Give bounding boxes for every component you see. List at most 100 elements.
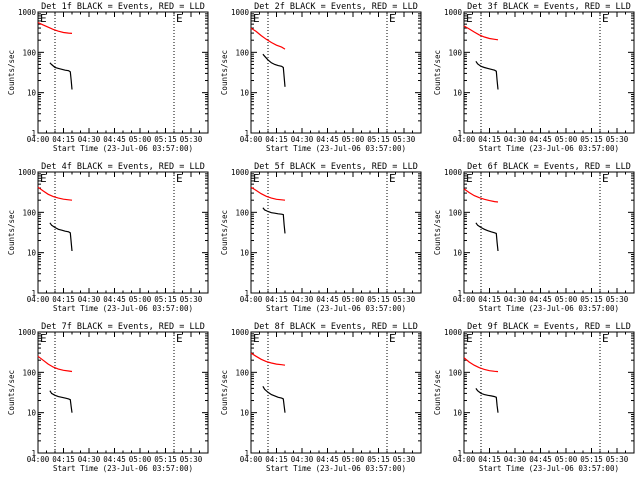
y-tick-label: 1 [31, 289, 36, 298]
x-tick-label: 05:00 [342, 295, 365, 304]
lld-rate-line [250, 27, 286, 50]
y-axis-label: Counts/sec [220, 370, 229, 415]
x-tick-label: 05:15 [154, 135, 177, 144]
detector-panel: Det 5f BLACK = Events, RED = LLD 1 10 100 10… [220, 162, 422, 313]
y-tick-label: 100 [235, 368, 249, 377]
chart-title: Det 1f BLACK = Events, RED = LLD [41, 2, 205, 12]
plot-frame [250, 171, 422, 294]
x-tick-label: 05:30 [393, 295, 416, 304]
x-tick-label: 04:00 [453, 455, 476, 464]
x-tick-label: 04:30 [78, 295, 101, 304]
event-marker-label: E [176, 172, 183, 185]
y-tick-label: 1000 [18, 168, 37, 177]
lld-rate-line [250, 186, 286, 201]
detector-panel: Det 7f BLACK = Events, RED = LLD 1 10 100 10… [7, 322, 209, 473]
y-tick-label: 1000 [18, 8, 37, 17]
chart-title: Det 2f BLACK = Events, RED = LLD [254, 2, 418, 12]
x-axis-label: Start Time (23-Jul-06 03:57:00) [266, 464, 406, 473]
x-axis-label: Start Time (23-Jul-06 03:57:00) [479, 464, 619, 473]
event-marker-label: E [389, 12, 396, 25]
lld-rate-line [463, 188, 499, 203]
x-axis-label: Start Time (23-Jul-06 03:57:00) [266, 144, 406, 153]
x-tick-label: 04:00 [27, 295, 50, 304]
x-axis-label: Start Time (23-Jul-06 03:57:00) [266, 304, 406, 313]
x-tick-label: 04:30 [291, 295, 314, 304]
detector-panel: Det 1f BLACK = Events, RED = LLD 1 10 100 10… [7, 2, 209, 153]
x-tick-label: 05:15 [367, 135, 390, 144]
x-axis-label: Start Time (23-Jul-06 03:57:00) [479, 304, 619, 313]
x-tick-label: 04:15 [52, 295, 75, 304]
lld-rate-line [463, 25, 499, 41]
y-tick-label: 1 [457, 289, 462, 298]
x-tick-label: 04:45 [103, 295, 126, 304]
x-tick-label: 05:30 [393, 135, 416, 144]
x-tick-label: 05:15 [580, 295, 603, 304]
events-rate-line [475, 222, 499, 252]
y-tick-label: 10 [27, 89, 37, 98]
chart-title: Det 7f BLACK = Events, RED = LLD [41, 322, 205, 332]
x-tick-label: 04:15 [52, 135, 75, 144]
events-rate-line [262, 386, 286, 413]
detector-panel: Det 9f BLACK = Events, RED = LLD 1 10 100 10… [433, 322, 635, 473]
x-tick-label: 04:00 [27, 135, 50, 144]
x-tick-label: 05:15 [367, 295, 390, 304]
x-axis-label: Start Time (23-Jul-06 03:57:00) [53, 144, 193, 153]
chart-title: Det 4f BLACK = Events, RED = LLD [41, 162, 205, 172]
x-axis-label: Start Time (23-Jul-06 03:57:00) [53, 464, 193, 473]
chart-title: Det 8f BLACK = Events, RED = LLD [254, 322, 418, 332]
event-marker-label: E [176, 12, 183, 25]
chart-title: Det 9f BLACK = Events, RED = LLD [467, 322, 631, 332]
plot-frame [463, 331, 635, 454]
event-marker-label: E [389, 332, 396, 345]
x-tick-label: 05:30 [180, 455, 203, 464]
y-tick-label: 100 [235, 48, 249, 57]
event-marker-label: E [253, 172, 260, 185]
y-tick-label: 1 [457, 449, 462, 458]
x-tick-label: 04:30 [291, 135, 314, 144]
x-tick-label: 05:00 [555, 295, 578, 304]
event-marker-label: E [176, 332, 183, 345]
lld-rate-line [463, 357, 499, 373]
y-tick-label: 10 [27, 409, 37, 418]
plot-frame [250, 331, 422, 454]
x-tick-label: 04:45 [103, 455, 126, 464]
y-axis-label: Counts/sec [7, 210, 16, 255]
x-tick-label: 05:30 [393, 455, 416, 464]
y-axis-label: Counts/sec [220, 210, 229, 255]
x-tick-label: 04:15 [478, 455, 501, 464]
detector-panel: Det 8f BLACK = Events, RED = LLD 1 10 100 10… [220, 322, 422, 473]
plot-frame [37, 331, 209, 454]
x-tick-label: 05:00 [342, 135, 365, 144]
plot-frame [250, 11, 422, 134]
x-tick-label: 05:00 [342, 455, 365, 464]
events-rate-line [49, 62, 73, 90]
events-rate-line [262, 53, 286, 87]
x-tick-label: 04:30 [504, 295, 527, 304]
detector-panel: Det 2f BLACK = Events, RED = LLD 1 10 100 10… [220, 2, 422, 153]
event-marker-label: E [40, 172, 47, 185]
event-marker-label: E [602, 172, 609, 185]
x-tick-label: 04:15 [52, 455, 75, 464]
x-tick-label: 04:00 [453, 295, 476, 304]
events-rate-line [262, 207, 286, 234]
y-tick-label: 1000 [231, 168, 250, 177]
x-tick-label: 05:00 [555, 455, 578, 464]
y-tick-label: 100 [448, 368, 462, 377]
events-rate-line [49, 222, 73, 252]
x-tick-label: 04:30 [291, 455, 314, 464]
y-axis-label: Counts/sec [220, 50, 229, 95]
y-tick-label: 1 [31, 129, 36, 138]
y-tick-label: 1 [244, 289, 249, 298]
event-marker-label: E [602, 12, 609, 25]
y-tick-label: 10 [240, 409, 250, 418]
detector-panel: Det 6f BLACK = Events, RED = LLD 1 10 100 10… [433, 162, 635, 313]
x-tick-label: 04:30 [78, 455, 101, 464]
event-marker-label: E [40, 332, 47, 345]
x-tick-label: 04:30 [78, 135, 101, 144]
y-tick-label: 1 [244, 129, 249, 138]
chart-title: Det 6f BLACK = Events, RED = LLD [467, 162, 631, 172]
x-tick-label: 04:30 [504, 135, 527, 144]
x-tick-label: 05:30 [180, 295, 203, 304]
y-axis-label: Counts/sec [7, 370, 16, 415]
plot-frame [37, 171, 209, 294]
